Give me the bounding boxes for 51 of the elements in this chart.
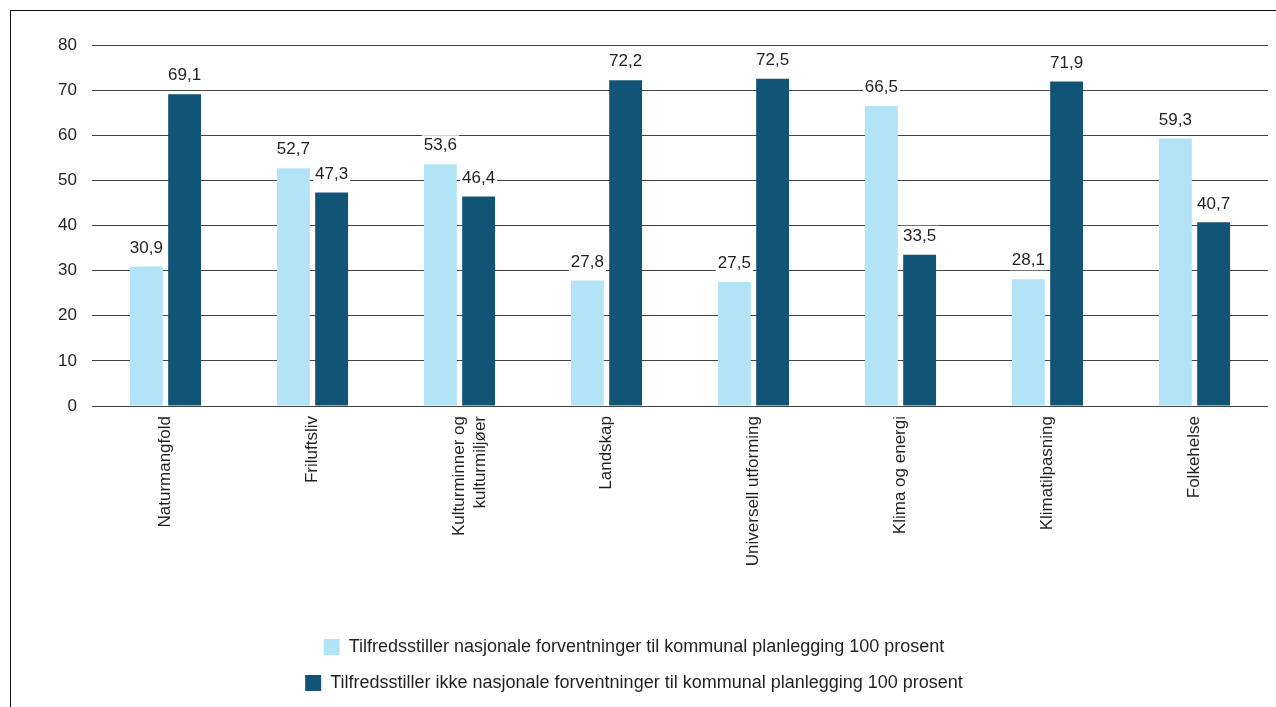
y-tick-label: 30: [58, 260, 77, 280]
data-label: 40,7: [1197, 193, 1231, 213]
x-tick-label: Friluftsliv: [302, 415, 322, 484]
bar: [1197, 222, 1231, 406]
data-label: 72,5: [756, 50, 790, 70]
bar: [864, 105, 898, 406]
bar: [756, 78, 790, 406]
bar: [168, 94, 202, 406]
bar: [129, 266, 163, 406]
bar: [903, 254, 937, 406]
y-tick-label: 20: [58, 305, 77, 325]
data-label: 71,9: [1050, 52, 1084, 72]
bar: [717, 281, 751, 406]
bar: [609, 80, 643, 406]
data-label: 59,3: [1158, 109, 1192, 129]
y-tick-label: 60: [58, 124, 77, 144]
data-label: 53,6: [423, 135, 457, 155]
data-label: 28,1: [1011, 250, 1045, 270]
y-tick-label: 40: [58, 215, 77, 235]
bar: [462, 196, 496, 406]
bar: [1158, 138, 1192, 406]
bar: [315, 192, 349, 406]
data-label: 66,5: [864, 77, 898, 97]
y-tick-label: 10: [58, 350, 77, 370]
data-label: 72,2: [609, 51, 643, 71]
data-label: 30,9: [129, 237, 163, 257]
x-tick-label: Universell utforming: [743, 416, 763, 567]
data-label: 27,5: [717, 253, 751, 273]
data-label: 27,8: [570, 251, 604, 271]
y-tick-label: 80: [58, 34, 77, 54]
data-label: 52,7: [276, 139, 310, 159]
bar: [423, 164, 457, 406]
data-label: 69,1: [168, 65, 202, 85]
x-tick-label: Landskap: [596, 416, 616, 490]
x-tick-label: Naturmangfold: [155, 416, 175, 528]
y-tick-label: 50: [58, 170, 77, 190]
x-tick-label: Klimatilpasning: [1037, 416, 1057, 531]
bar: [276, 168, 310, 406]
bar: [1011, 279, 1045, 406]
x-tick-label: Folkehelse: [1184, 416, 1204, 499]
x-tick-label: Kulturminner og kulturmiljøer: [449, 415, 489, 537]
data-label: 47,3: [315, 163, 349, 183]
legend-label: Tilfredsstiller ikke nasjonale forventninger til kommunal planlegging 100 prosent: [330, 671, 963, 692]
x-tick-label: Klima og energi: [890, 416, 910, 535]
data-label: 46,4: [462, 167, 496, 187]
y-tick-label: 70: [58, 79, 77, 99]
bar: [1050, 81, 1084, 406]
legend-label: Tilfredsstiller nasjonale forventninger til kommunal planlegging 100 prosent: [348, 635, 945, 656]
bar: [570, 280, 604, 406]
data-label: 33,5: [903, 226, 937, 246]
y-tick-label: 0: [67, 395, 77, 415]
